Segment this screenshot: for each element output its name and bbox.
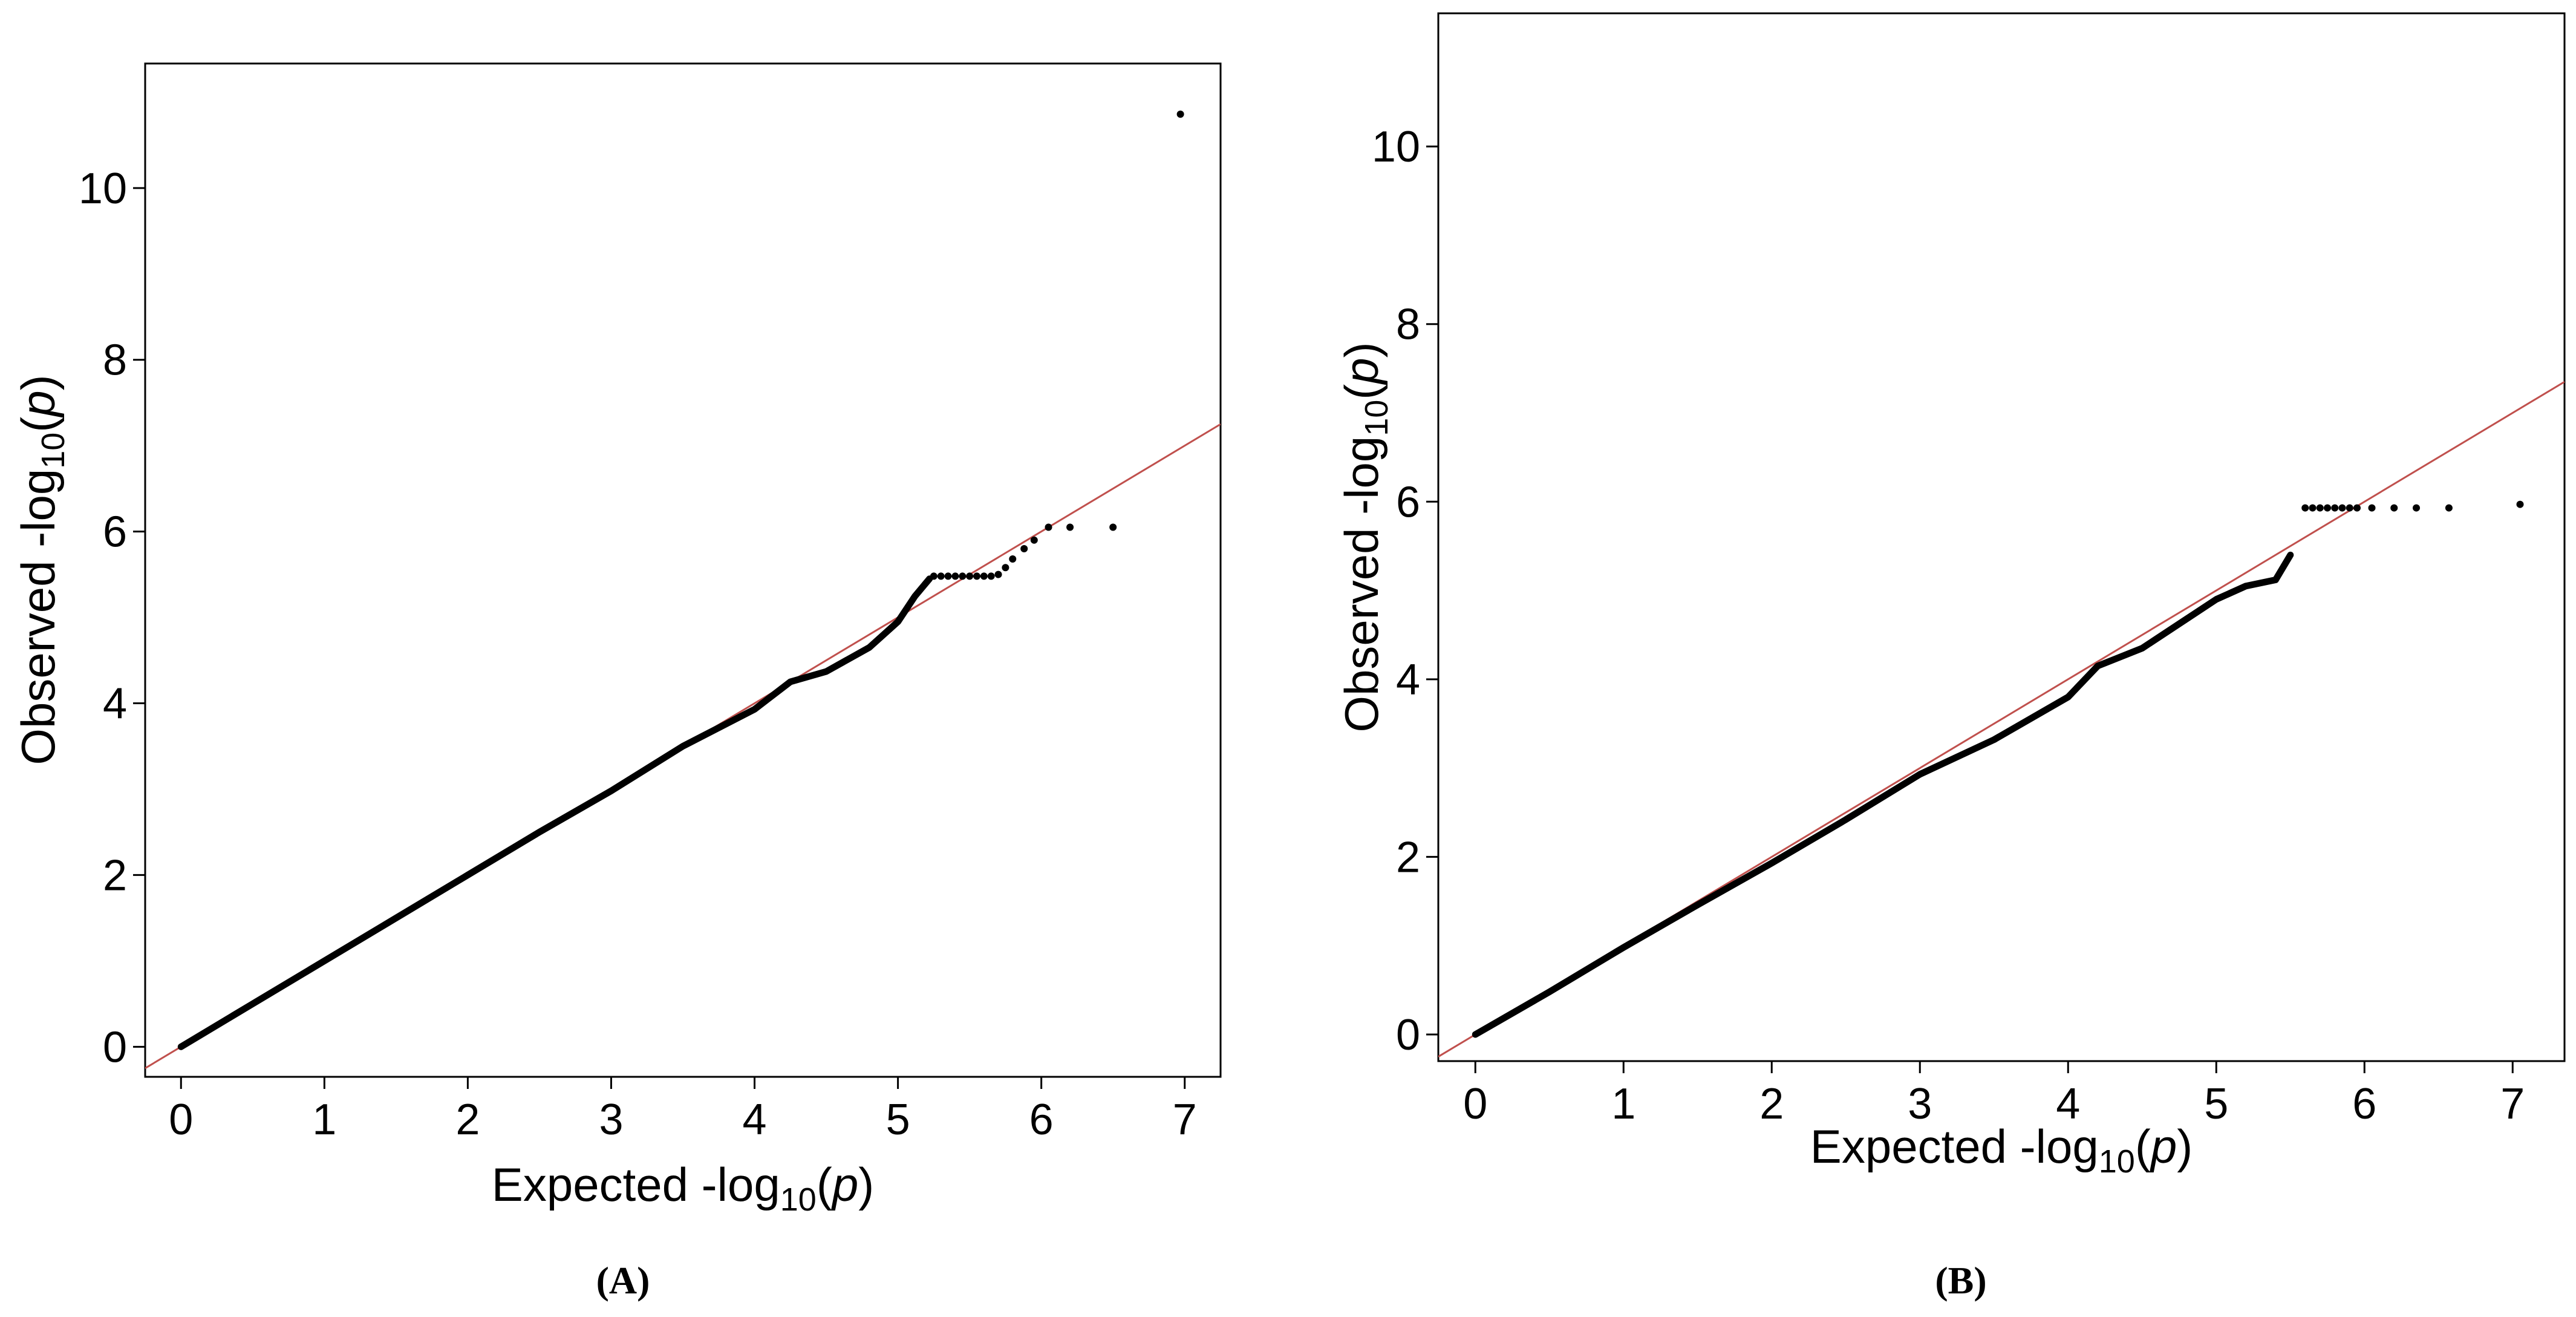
panel-b-x-tick-label: 5 [2204, 1080, 2228, 1128]
panel-a-data-point [1109, 523, 1117, 531]
panel-b-data-point [2331, 504, 2339, 512]
panel-a-x-tick-label: 4 [743, 1096, 767, 1144]
panel-a-x-tick-label: 2 [455, 1096, 480, 1144]
panel-a-data-point [1066, 523, 1074, 531]
panel-a-data-point [1009, 555, 1017, 563]
panel-a-y-tick-label: 10 [79, 165, 127, 213]
panel-a-plot-frame [144, 62, 1222, 1078]
panel-b-y-axis-title: Observed -log10(p) [1335, 342, 1395, 732]
panel-a-x-tick-label: 1 [312, 1096, 336, 1144]
panel-a-y-tick-label: 2 [103, 851, 127, 900]
panel-a-data-point [1020, 545, 1028, 553]
panel-a-data-point [973, 572, 980, 580]
panel-a-data-point [959, 572, 967, 580]
panel-b-x-tick-label: 2 [1759, 1080, 1784, 1128]
panel-a-label: (A) [596, 1259, 650, 1302]
panel-b-data-point [2368, 504, 2376, 512]
panel-b-observed-points-dense [1472, 551, 2294, 1038]
panel-b-y-tick-label: 4 [1396, 656, 1420, 704]
panel-b-x-tick-label: 7 [2500, 1080, 2525, 1128]
panel-b-x-tick-label: 6 [2352, 1080, 2376, 1128]
panel-a-x-tick-label: 6 [1029, 1096, 1054, 1144]
panel-a-y-tick-label: 6 [103, 508, 127, 557]
panel-a-x-axis-title: Expected -log10(p) [492, 1158, 874, 1218]
panel-a-observed-points-dense [177, 575, 933, 1050]
panel-b-x-tick-label: 0 [1463, 1080, 1487, 1128]
panel-a-data-point [1176, 110, 1184, 118]
panel-b-y-tick-label: 0 [1396, 1011, 1420, 1059]
panel-a-y-tick-label: 8 [103, 336, 127, 385]
panel-b-data-point [2316, 504, 2324, 512]
panel-b: 0 2 4 6 8 10 0 1 2 3 4 5 6 7 Expected -log10(p) Obse… [1335, 12, 2566, 1302]
panel-a-data-point [930, 572, 937, 580]
panel-b-data-point [2445, 504, 2453, 512]
panel-b-y-tick-label: 10 [1372, 123, 1420, 171]
panel-a-data-point [966, 572, 974, 580]
panel-b-x-axis-title: Expected -log10(p) [1810, 1120, 2193, 1180]
panel-a-data-point [1002, 564, 1009, 572]
panel-b-plot-area [1438, 381, 2565, 1057]
panel-a-data-point [944, 572, 952, 580]
panel-a-x-tick-label: 7 [1173, 1096, 1197, 1144]
panel-a-data-point [1045, 523, 1052, 531]
panel-b-data-point [2309, 504, 2317, 512]
panel-b-x-axis: 0 1 2 3 4 5 6 7 [1463, 1061, 2525, 1128]
panel-b-x-tick-label: 3 [1908, 1080, 1932, 1128]
panel-a-x-tick-label: 0 [169, 1096, 193, 1144]
panel-a-data-point [987, 572, 995, 580]
panel-a-y-tick-label: 4 [103, 680, 127, 728]
panel-b-data-point [2338, 504, 2346, 512]
panel-a-plot-area [145, 110, 1221, 1070]
panel-b-data-point [2346, 504, 2353, 512]
panel-a-y-axis-title: Observed -log10(p) [11, 374, 71, 765]
panel-b-data-point [2413, 504, 2420, 512]
panel-a-data-point [1030, 536, 1038, 544]
panel-b-label: (B) [1935, 1259, 1986, 1302]
panel-b-y-tick-label: 8 [1396, 301, 1420, 349]
panel-a: 0 2 4 6 8 10 0 1 2 3 4 5 6 7 Expected -log10(p) Obse… [11, 62, 1222, 1302]
panel-a-y-tick-label: 0 [103, 1023, 127, 1071]
panel-a-data-point [980, 572, 988, 580]
panel-a-data-point [951, 572, 959, 580]
panel-b-y-tick-label: 2 [1396, 833, 1420, 881]
panel-b-y-tick-label: 6 [1396, 478, 1420, 526]
panel-b-data-point [2390, 504, 2398, 512]
panel-a-data-point [994, 570, 1002, 578]
panel-a-x-tick-label: 3 [599, 1096, 623, 1144]
panel-b-x-tick-label: 1 [1611, 1080, 1635, 1128]
panel-b-data-point [2301, 504, 2309, 512]
panel-b-data-point [2353, 504, 2361, 512]
panel-a-data-point [937, 572, 945, 580]
panel-a-x-axis: 0 1 2 3 4 5 6 7 [169, 1077, 1197, 1144]
panel-b-data-point [2324, 504, 2331, 512]
panel-b-data-point [2516, 500, 2524, 508]
panel-a-x-tick-label: 5 [886, 1096, 910, 1144]
panel-a-y-axis: 0 2 4 6 8 10 [79, 165, 145, 1071]
panel-b-plot-frame [1437, 12, 2566, 1062]
panel-b-x-tick-label: 4 [2056, 1080, 2080, 1128]
panel-b-y-axis: 0 2 4 6 8 10 [1372, 123, 1438, 1059]
